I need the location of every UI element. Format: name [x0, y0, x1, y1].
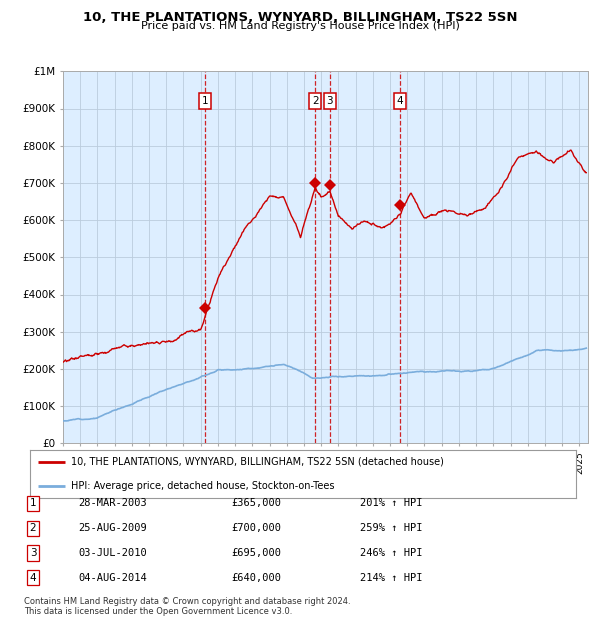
Text: 25-AUG-2009: 25-AUG-2009: [78, 523, 147, 533]
Text: 10, THE PLANTATIONS, WYNYARD, BILLINGHAM, TS22 5SN (detached house): 10, THE PLANTATIONS, WYNYARD, BILLINGHAM…: [71, 456, 444, 467]
Text: 2: 2: [312, 96, 319, 106]
Text: 1: 1: [29, 498, 37, 508]
Text: 1: 1: [202, 96, 208, 106]
Text: 4: 4: [29, 573, 37, 583]
Text: 10, THE PLANTATIONS, WYNYARD, BILLINGHAM, TS22 5SN: 10, THE PLANTATIONS, WYNYARD, BILLINGHAM…: [83, 11, 517, 24]
Text: 246% ↑ HPI: 246% ↑ HPI: [360, 548, 422, 558]
Text: HPI: Average price, detached house, Stockton-on-Tees: HPI: Average price, detached house, Stoc…: [71, 480, 334, 491]
Text: 214% ↑ HPI: 214% ↑ HPI: [360, 573, 422, 583]
Text: £695,000: £695,000: [231, 548, 281, 558]
Text: Price paid vs. HM Land Registry's House Price Index (HPI): Price paid vs. HM Land Registry's House …: [140, 21, 460, 31]
Text: £700,000: £700,000: [231, 523, 281, 533]
Text: 2: 2: [29, 523, 37, 533]
Text: Contains HM Land Registry data © Crown copyright and database right 2024.: Contains HM Land Registry data © Crown c…: [24, 597, 350, 606]
Text: 4: 4: [397, 96, 404, 106]
Text: £640,000: £640,000: [231, 573, 281, 583]
Text: This data is licensed under the Open Government Licence v3.0.: This data is licensed under the Open Gov…: [24, 607, 292, 616]
Text: 28-MAR-2003: 28-MAR-2003: [78, 498, 147, 508]
Text: 03-JUL-2010: 03-JUL-2010: [78, 548, 147, 558]
Text: 259% ↑ HPI: 259% ↑ HPI: [360, 523, 422, 533]
Text: 04-AUG-2014: 04-AUG-2014: [78, 573, 147, 583]
Text: 3: 3: [326, 96, 333, 106]
Text: £365,000: £365,000: [231, 498, 281, 508]
Text: 3: 3: [29, 548, 37, 558]
Text: 201% ↑ HPI: 201% ↑ HPI: [360, 498, 422, 508]
